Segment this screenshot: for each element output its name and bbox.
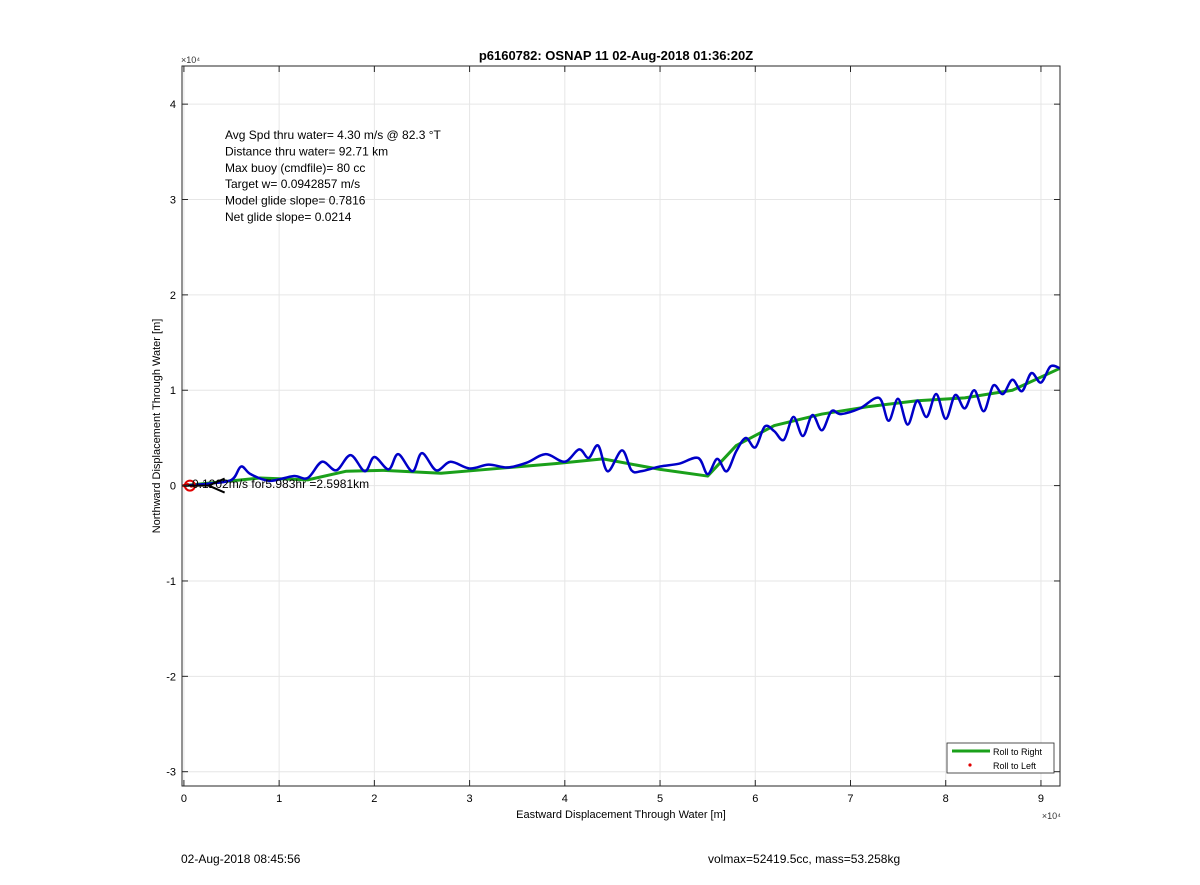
y-axis-exponent: ×10⁴	[181, 55, 200, 65]
x-tick-label: 2	[371, 793, 377, 805]
x-tick-label: 6	[752, 793, 758, 805]
stats-annotation: Avg Spd thru water= 4.30 m/s @ 82.3 °T Di…	[225, 128, 442, 224]
footer-volmax-mass: volmax=52419.5cc, mass=53.258kg	[708, 852, 901, 866]
x-tick-label: 9	[1038, 793, 1044, 805]
plot-area	[182, 66, 1060, 786]
y-tick-label: -2	[166, 671, 176, 683]
series-line-roll-to-right	[183, 366, 1061, 488]
current-arrow-label: 0.1202m/s for5.983hr =2.5981km	[192, 477, 369, 491]
stats-line: Model glide slope= 0.7816	[225, 194, 366, 208]
axis-ticks: 0 1 2 3 4 5 6 7 8 9 -3 -2 -1 0 1 2 3 4	[166, 66, 1060, 805]
stats-line: Net glide slope= 0.0214	[225, 210, 352, 224]
y-tick-label: 0	[170, 481, 176, 493]
legend-label-roll-right: Roll to Right	[993, 747, 1043, 757]
y-tick-label: 3	[170, 195, 176, 207]
x-tick-label: 0	[181, 793, 187, 805]
footer-timestamp: 02-Aug-2018 08:45:56	[181, 852, 301, 866]
current-arrow-head	[206, 477, 226, 494]
series-layer	[183, 364, 1061, 488]
legend-swatch-roll-left	[968, 763, 972, 767]
chart-legend: Roll to Right Roll to Left	[946, 742, 1055, 774]
y-axis-label: Northward Displacement Through Water [m]	[151, 319, 163, 534]
y-tick-label: -1	[166, 576, 176, 588]
glider-track-line	[183, 364, 1061, 487]
x-tick-label: 8	[943, 793, 949, 805]
stats-line: Distance thru water= 92.71 km	[225, 144, 388, 158]
x-tick-label: 5	[657, 793, 663, 805]
plot-frame	[181, 65, 1061, 787]
x-axis-exponent: ×10⁴	[1042, 811, 1061, 821]
grid-lines	[182, 66, 1060, 786]
stats-line: Target w= 0.0942857 m/s	[225, 177, 360, 191]
x-tick-label: 3	[467, 793, 473, 805]
y-tick-label: -3	[166, 767, 176, 779]
x-tick-label: 4	[562, 793, 568, 805]
y-tick-label: 1	[170, 385, 176, 397]
stats-line: Avg Spd thru water= 4.30 m/s @ 82.3 °T	[225, 128, 442, 142]
x-tick-label: 1	[276, 793, 282, 805]
legend-label-roll-left: Roll to Left	[993, 761, 1037, 771]
legend-box	[946, 742, 1055, 774]
marker-layer	[182, 477, 226, 494]
x-axis-label: Eastward Displacement Through Water [m]	[516, 809, 726, 821]
y-tick-label: 4	[170, 99, 176, 111]
chart-title: p6160782: OSNAP 11 02-Aug-2018 01:36:20Z	[479, 48, 753, 63]
stats-line: Max buoy (cmdfile)= 80 cc	[225, 161, 365, 175]
y-tick-label: 2	[170, 290, 176, 302]
x-tick-label: 7	[847, 793, 853, 805]
